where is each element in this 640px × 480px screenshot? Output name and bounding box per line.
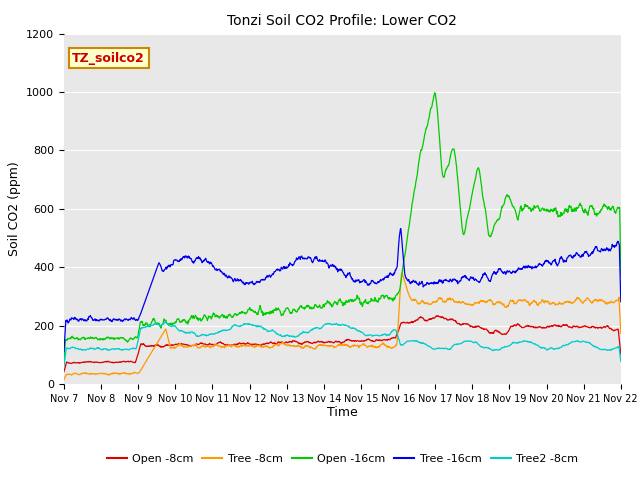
Y-axis label: Soil CO2 (ppm): Soil CO2 (ppm) xyxy=(8,161,20,256)
X-axis label: Time: Time xyxy=(327,407,358,420)
Title: Tonzi Soil CO2 Profile: Lower CO2: Tonzi Soil CO2 Profile: Lower CO2 xyxy=(227,14,458,28)
Legend: Open -8cm, Tree -8cm, Open -16cm, Tree -16cm, Tree2 -8cm: Open -8cm, Tree -8cm, Open -16cm, Tree -… xyxy=(102,449,582,468)
Text: TZ_soilco2: TZ_soilco2 xyxy=(72,52,145,65)
